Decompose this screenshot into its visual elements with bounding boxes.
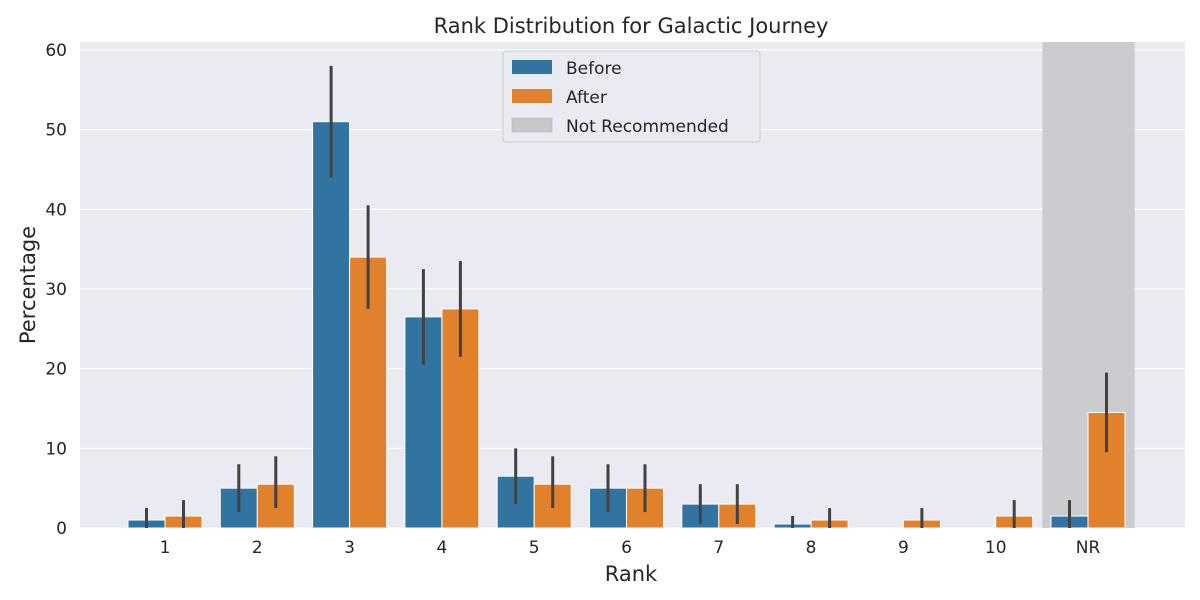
- x-axis-ticks: 1 2 3 4 5 6 7 8 9 10 NR: [160, 538, 1101, 558]
- x-tick-label-9: 9: [898, 538, 909, 558]
- y-tick-label-60: 60: [45, 41, 67, 61]
- legend-label-before: Before: [566, 59, 622, 79]
- legend: Before After Not Recommended: [502, 50, 761, 143]
- legend-swatch-before: [512, 60, 552, 74]
- y-tick-label-40: 40: [45, 200, 67, 220]
- legend-label-not-recommended: Not Recommended: [566, 117, 729, 137]
- legend-label-after: After: [566, 88, 607, 108]
- y-tick-label-10: 10: [45, 439, 67, 459]
- x-axis-label: Rank: [605, 562, 658, 586]
- x-tick-label-7: 7: [713, 538, 724, 558]
- x-tick-label-nr: NR: [1076, 538, 1101, 558]
- y-tick-label-30: 30: [45, 280, 67, 300]
- legend-swatch-after: [512, 89, 552, 103]
- x-tick-label-1: 1: [160, 538, 171, 558]
- legend-frame: [502, 50, 761, 143]
- x-tick-label-5: 5: [529, 538, 540, 558]
- y-tick-label-50: 50: [45, 121, 67, 141]
- bar-before-3: [312, 121, 351, 529]
- x-tick-label-3: 3: [344, 538, 355, 558]
- x-tick-label-2: 2: [252, 538, 263, 558]
- x-tick-label-8: 8: [806, 538, 817, 558]
- y-axis-ticks: 0 10 20 30 40 50 60: [45, 41, 67, 539]
- x-tick-label-10: 10: [985, 538, 1007, 558]
- y-axis-label: Percentage: [16, 226, 40, 344]
- x-tick-label-4: 4: [436, 538, 447, 558]
- chart-title: Rank Distribution for Galactic Journey: [434, 14, 829, 38]
- y-tick-label-20: 20: [45, 360, 67, 380]
- x-tick-label-6: 6: [621, 538, 632, 558]
- error-bars-group: [145, 65, 1108, 528]
- y-tick-label-0: 0: [56, 519, 67, 539]
- legend-swatch-not-recommended: [511, 117, 553, 133]
